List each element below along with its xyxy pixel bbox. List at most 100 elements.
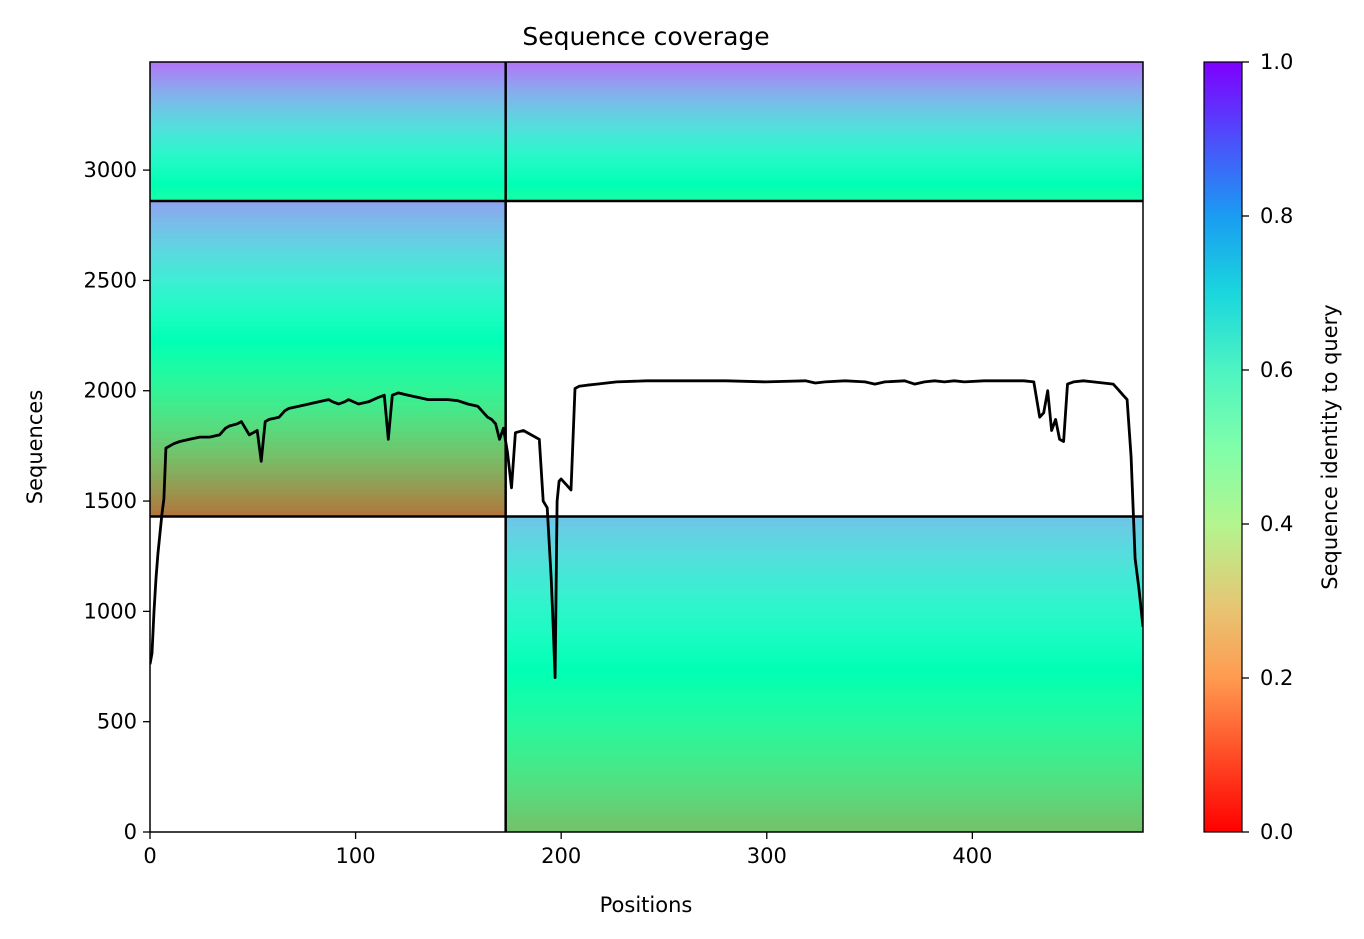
identity-band (150, 432, 506, 439)
identity-band (505, 716, 1143, 723)
identity-band (150, 92, 1143, 96)
x-tick-label: 300 (747, 844, 787, 868)
identity-band (150, 143, 1143, 146)
identity-band (150, 411, 506, 418)
identity-band (150, 122, 1143, 126)
identity-band (150, 285, 506, 291)
identity-band (150, 279, 506, 286)
identity-band (150, 232, 506, 239)
identity-band (505, 742, 1143, 749)
identity-band (505, 516, 1143, 523)
identity-band (150, 194, 1143, 197)
identity-band (150, 222, 506, 228)
colorbar-ticks: 0.0 0.2 0.4 0.6 0.8 1.0 (1242, 50, 1293, 844)
identity-band (150, 80, 1143, 84)
identity-band (505, 553, 1143, 560)
identity-band (150, 484, 506, 491)
identity-band (150, 332, 506, 339)
colorbar-tick-label: 0.4 (1260, 512, 1293, 536)
identity-band (150, 115, 1143, 119)
y-tick-label: 1500 (84, 489, 137, 513)
identity-band (150, 258, 506, 265)
identity-band (150, 342, 506, 349)
identity-band (150, 108, 1143, 112)
identity-band (150, 490, 506, 497)
identity-band (150, 71, 1143, 75)
y-axis-label: Sequences (23, 390, 47, 505)
identity-band (150, 479, 506, 486)
identity-band (150, 96, 1143, 100)
identity-band (150, 182, 1143, 186)
identity-band (150, 416, 506, 423)
identity-band (150, 269, 506, 276)
identity-band (150, 379, 506, 386)
identity-band (150, 253, 506, 260)
identity-band (150, 500, 506, 507)
chart-title: Sequence coverage (522, 22, 769, 51)
identity-band (150, 140, 1143, 144)
identity-band (150, 189, 1143, 193)
colorbar-tick-label: 0.8 (1260, 204, 1293, 228)
identity-band (505, 626, 1143, 633)
identity-band (150, 150, 1143, 153)
identity-band (150, 136, 1143, 140)
identity-band (150, 353, 506, 360)
x-tick-label: 100 (336, 844, 376, 868)
y-axis-ticks: 0 500 1000 1500 2000 2500 3000 (84, 158, 150, 844)
identity-band (150, 87, 1143, 91)
identity-band (150, 129, 1143, 133)
y-tick-label: 1000 (84, 599, 137, 623)
identity-band (505, 616, 1143, 623)
colorbar-tick-label: 0.6 (1260, 358, 1293, 382)
y-tick-label: 3000 (84, 158, 137, 182)
identity-band (505, 821, 1143, 828)
identity-band (150, 264, 506, 270)
identity-band (505, 705, 1143, 712)
identity-band (505, 548, 1143, 554)
identity-band (150, 248, 506, 255)
identity-band (150, 206, 506, 213)
identity-band (150, 216, 506, 223)
identity-band (150, 168, 1143, 172)
identity-band (150, 453, 506, 460)
identity-band (150, 145, 1143, 149)
identity-band (150, 469, 506, 476)
identity-band (150, 321, 506, 328)
identity-band (505, 611, 1143, 618)
block-1 (505, 516, 1143, 832)
identity-band (150, 511, 506, 518)
identity-band (505, 532, 1143, 539)
identity-band (150, 327, 506, 334)
identity-band (150, 82, 1143, 86)
colorbar (1203, 61, 1243, 833)
identity-band (150, 211, 506, 218)
identity-band (150, 147, 1143, 151)
identity-band (505, 558, 1143, 565)
x-tick-label: 200 (541, 844, 581, 868)
identity-band (505, 521, 1143, 528)
identity-band (150, 474, 506, 481)
identity-band (150, 290, 506, 297)
coverage-line (150, 379, 1143, 679)
identity-band (150, 295, 506, 302)
identity-band (150, 448, 506, 454)
identity-band (150, 110, 1143, 114)
x-tick-label: 0 (143, 844, 156, 868)
identity-band (150, 154, 1143, 158)
colorbar-tick-label: 0.0 (1260, 820, 1293, 844)
identity-band (150, 126, 1143, 130)
identity-band (505, 800, 1143, 807)
identity-band (150, 94, 1143, 98)
identity-band (505, 632, 1143, 639)
identity-band (150, 427, 506, 433)
identity-band (150, 177, 1143, 181)
identity-band (505, 690, 1143, 696)
identity-band (150, 437, 506, 444)
identity-band (150, 311, 506, 318)
identity-band (505, 595, 1143, 602)
identity-band (150, 390, 506, 397)
identity-band (150, 184, 1143, 188)
identity-band (505, 679, 1143, 686)
identity-band (505, 527, 1143, 533)
